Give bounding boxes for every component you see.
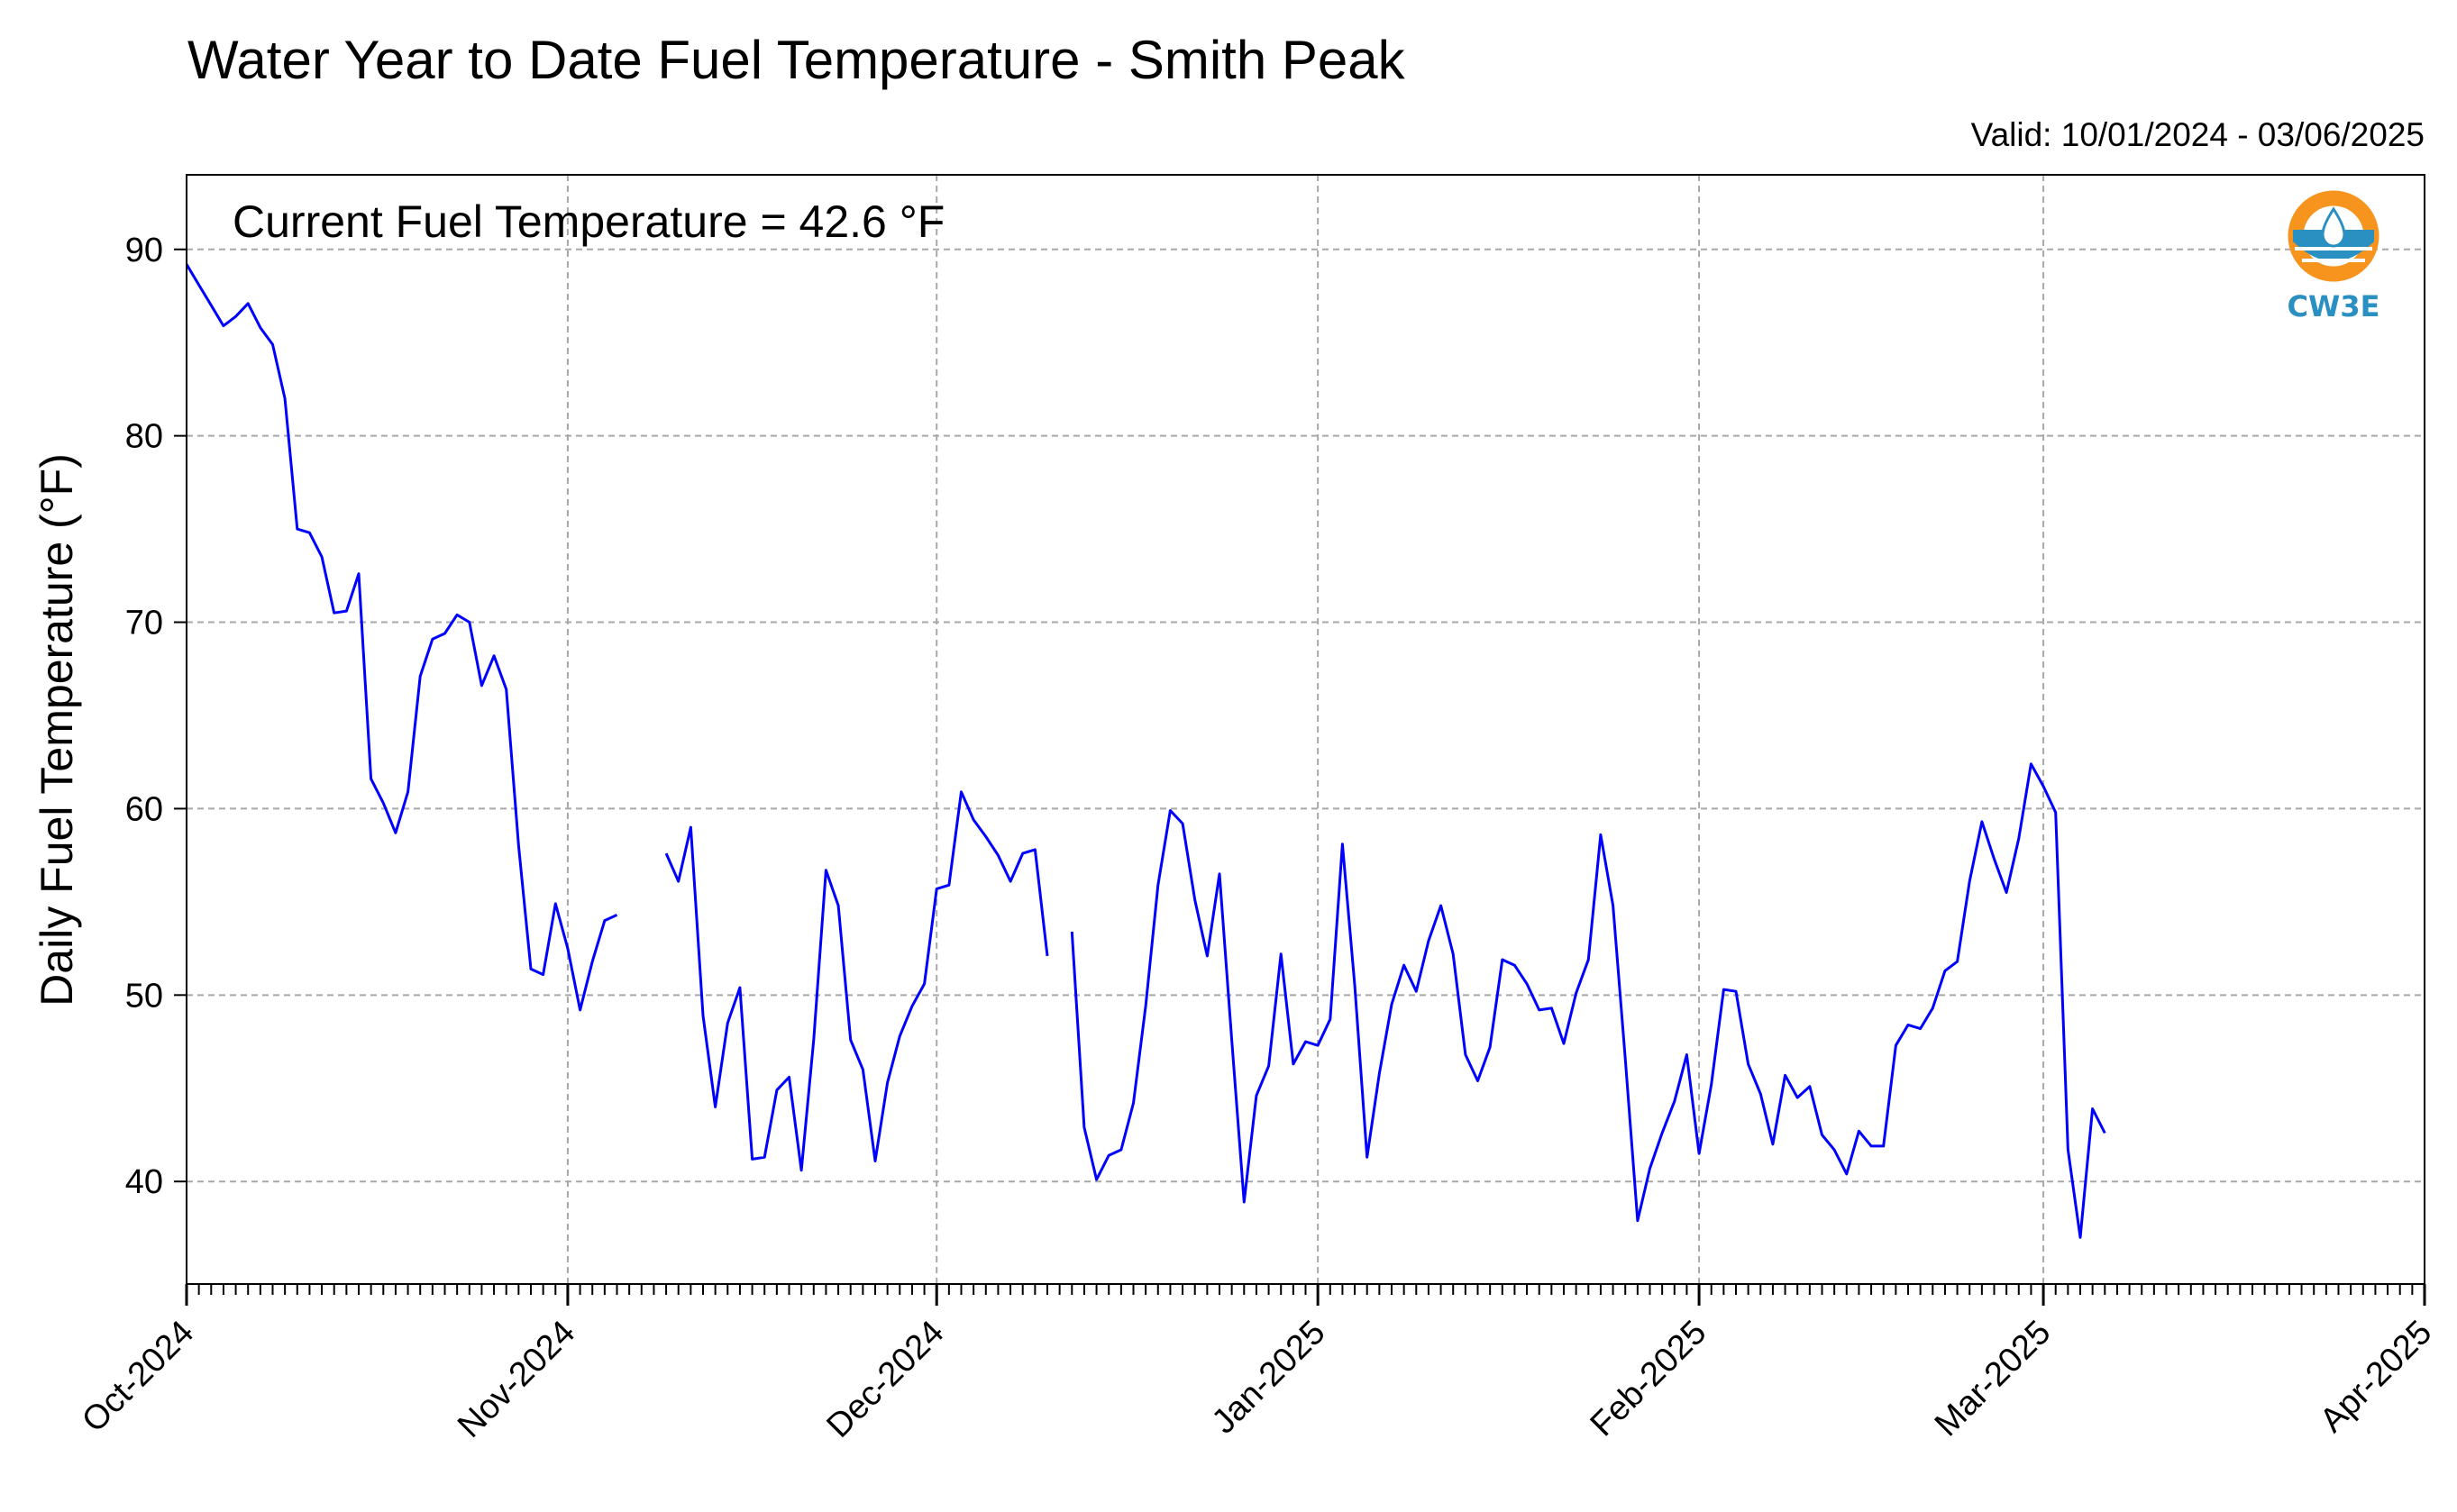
y-tick-label: 50 <box>125 977 163 1015</box>
x-tick-label: Mar-2025 <box>1928 1314 2059 1444</box>
x-tick-label: Oct-2024 <box>75 1314 201 1440</box>
x-tick-label: Apr-2025 <box>2313 1314 2439 1440</box>
x-tick-label: Dec-2024 <box>819 1314 951 1445</box>
fuel-temperature-line <box>664 790 1049 1172</box>
x-tick-label: Jan-2025 <box>1205 1314 1333 1442</box>
y-tick-label: 70 <box>125 605 163 642</box>
x-tick-label: Nov-2024 <box>451 1314 582 1445</box>
y-axis-label: Daily Fuel Temperature (°F) <box>32 453 82 1006</box>
axis-ticks: 40 50 60 70 80 90 Oct-2024 Nov-2024 Dec-2024 Jan-… <box>75 232 2439 1445</box>
y-tick-label: 80 <box>125 418 163 456</box>
y-tick-label: 40 <box>125 1163 163 1201</box>
gridlines <box>187 175 2425 1284</box>
logo-text: CW3E <box>2288 289 2380 323</box>
fuel-temperature-line <box>185 263 618 1012</box>
data-series <box>185 263 2106 1239</box>
cw3e-logo: CW3E <box>2288 190 2380 323</box>
y-tick-label: 60 <box>125 790 163 828</box>
y-tick-label: 90 <box>125 232 163 269</box>
current-fuel-temperature: Current Fuel Temperature = 42.6 °F <box>233 196 945 247</box>
chart-title: Water Year to Date Fuel Temperature - Sm… <box>187 30 1406 90</box>
fuel-temperature-line <box>1070 762 2106 1239</box>
valid-date-range: Valid: 10/01/2024 - 03/06/2025 <box>1971 116 2425 153</box>
x-tick-label: Feb-2025 <box>1584 1314 1714 1444</box>
plot-area-frame <box>186 174 2425 1285</box>
